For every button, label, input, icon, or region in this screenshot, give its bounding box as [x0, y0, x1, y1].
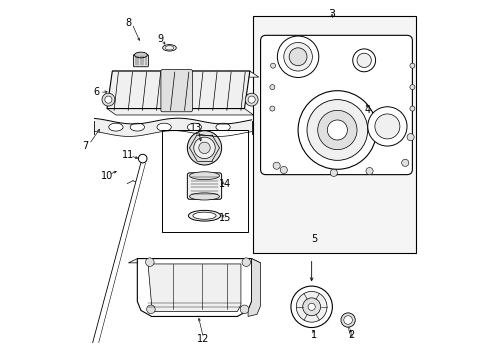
Text: 4: 4: [364, 105, 370, 115]
Circle shape: [283, 42, 312, 71]
Circle shape: [409, 63, 414, 68]
Ellipse shape: [189, 193, 219, 200]
Circle shape: [102, 93, 115, 106]
Text: 7: 7: [82, 141, 88, 151]
Circle shape: [277, 36, 318, 77]
Text: 13: 13: [190, 123, 202, 133]
FancyBboxPatch shape: [133, 55, 148, 67]
FancyBboxPatch shape: [260, 35, 411, 175]
Ellipse shape: [164, 46, 174, 50]
Circle shape: [409, 106, 414, 111]
Circle shape: [317, 111, 356, 150]
Circle shape: [306, 100, 367, 160]
Circle shape: [145, 258, 154, 266]
Circle shape: [374, 114, 399, 139]
Polygon shape: [137, 258, 251, 316]
Circle shape: [198, 142, 210, 154]
Circle shape: [244, 93, 258, 106]
FancyBboxPatch shape: [161, 69, 192, 112]
Ellipse shape: [192, 212, 216, 219]
Circle shape: [270, 63, 275, 68]
Circle shape: [343, 316, 352, 324]
Circle shape: [272, 162, 280, 169]
Circle shape: [240, 305, 248, 314]
Circle shape: [302, 298, 320, 316]
Ellipse shape: [130, 123, 144, 131]
Circle shape: [104, 96, 112, 103]
Circle shape: [242, 258, 250, 266]
Circle shape: [146, 305, 155, 314]
Text: 9: 9: [157, 34, 163, 44]
Circle shape: [193, 137, 215, 158]
Polygon shape: [128, 258, 260, 263]
Bar: [253, 16, 415, 253]
Text: 2: 2: [348, 330, 354, 341]
Circle shape: [269, 106, 274, 111]
Polygon shape: [107, 109, 253, 115]
Circle shape: [138, 154, 147, 163]
Text: 8: 8: [125, 18, 131, 28]
Circle shape: [401, 159, 408, 166]
Circle shape: [247, 96, 255, 103]
Circle shape: [340, 313, 354, 327]
Text: 12: 12: [197, 334, 209, 344]
Circle shape: [307, 303, 315, 310]
Circle shape: [356, 53, 370, 67]
Ellipse shape: [187, 123, 201, 131]
Text: 1: 1: [310, 330, 317, 341]
Bar: [162, 130, 247, 232]
Circle shape: [326, 120, 346, 140]
Circle shape: [409, 85, 414, 90]
Ellipse shape: [157, 123, 171, 131]
Circle shape: [290, 286, 332, 328]
Polygon shape: [247, 258, 260, 316]
Circle shape: [367, 107, 406, 146]
Polygon shape: [112, 71, 258, 77]
Ellipse shape: [216, 123, 230, 131]
Ellipse shape: [189, 172, 219, 180]
Text: 11: 11: [122, 150, 134, 160]
Polygon shape: [148, 264, 241, 311]
Circle shape: [406, 134, 413, 141]
Text: 15: 15: [218, 212, 230, 222]
FancyBboxPatch shape: [187, 173, 221, 199]
Circle shape: [288, 48, 306, 66]
Circle shape: [365, 167, 372, 175]
Circle shape: [280, 166, 287, 174]
Text: 5: 5: [310, 234, 317, 244]
Circle shape: [298, 91, 376, 169]
Ellipse shape: [163, 45, 176, 51]
Ellipse shape: [108, 123, 123, 131]
Circle shape: [329, 169, 337, 176]
Circle shape: [296, 292, 326, 322]
Circle shape: [269, 85, 274, 90]
Circle shape: [352, 49, 375, 72]
Ellipse shape: [188, 210, 220, 221]
Polygon shape: [107, 71, 249, 109]
Text: 3: 3: [328, 9, 335, 19]
Text: 14: 14: [218, 179, 230, 189]
Ellipse shape: [134, 52, 147, 58]
Text: 10: 10: [101, 171, 113, 181]
Circle shape: [187, 131, 221, 165]
Text: 6: 6: [93, 87, 99, 98]
